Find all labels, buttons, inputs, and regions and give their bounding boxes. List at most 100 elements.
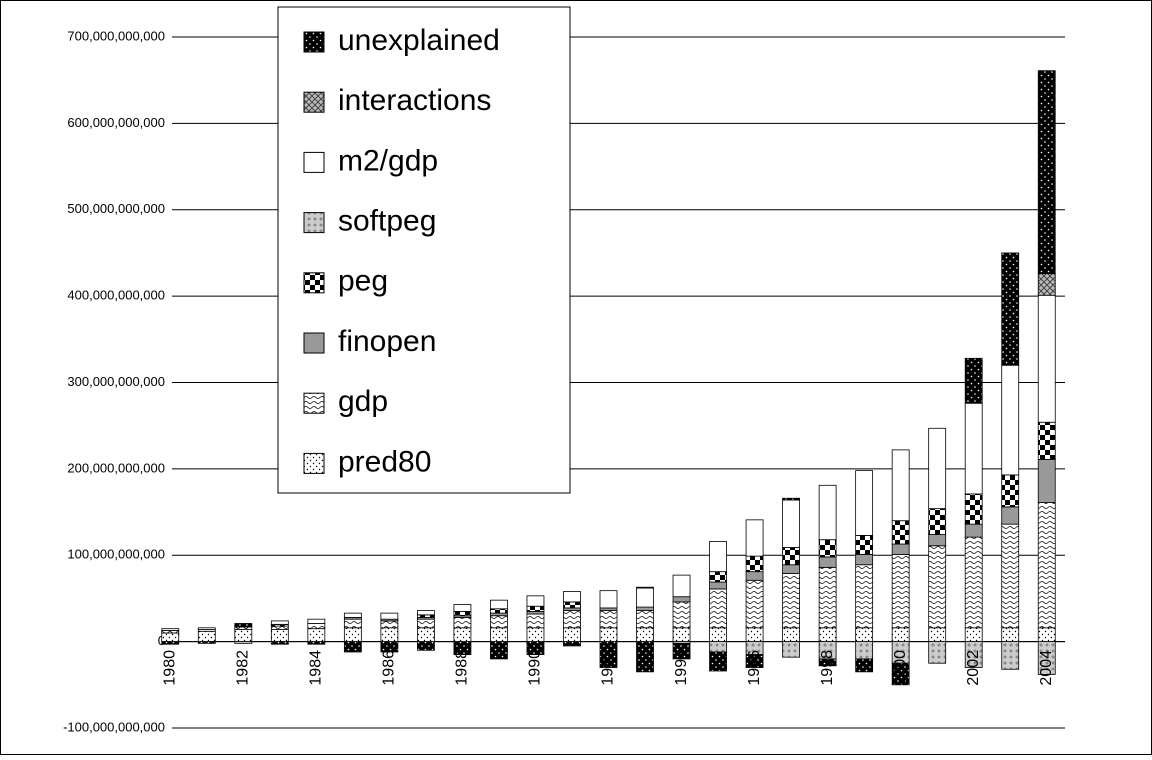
bar-segment [490,608,508,614]
bar-segment [818,658,837,667]
bar-segment [1001,641,1020,670]
bar-segment [197,630,216,643]
bar-segment [745,627,764,643]
bar-segment [964,641,983,668]
bar-segment [782,564,800,574]
bar-segment [490,641,508,660]
bar-segment [161,628,180,631]
bar-segment [270,641,289,645]
bar-segment [636,610,654,629]
bar-segment [343,641,362,653]
bar-segment [855,658,874,673]
legend-label: peg [338,265,388,298]
bar-segment [928,508,947,535]
bar-segment [891,553,910,629]
bar-segment [636,587,654,608]
bar-segment [380,620,399,629]
bar-segment [745,579,764,629]
bar-segment [709,588,727,629]
bar-segment [928,545,947,629]
bar-segment [709,641,727,653]
bar-segment [855,627,874,643]
legend-swatch [303,392,325,414]
bar-segment [636,586,654,589]
bar-segment [891,449,910,522]
bar-segment [490,627,508,643]
x-tick-label: 2000 [892,650,909,686]
bar-segment [380,612,399,620]
legend-label: unexplained [338,24,500,57]
bar-segment [526,613,545,629]
bar-segment [453,617,472,629]
bar-segment [453,641,472,655]
bar-segment [1037,627,1056,643]
y-tick-label: 500,000,000,000 [67,201,165,216]
x-tick-label: 2004 [1038,650,1055,686]
legend-swatch [303,212,325,234]
bar-segment [818,556,837,568]
bar-segment [709,581,727,590]
legend-label: m2/gdp [338,144,438,177]
bar-segment [234,623,253,627]
bar-segment [636,641,654,673]
bar-segment [709,541,727,573]
bar-segment [1001,474,1020,508]
bar-segment [563,591,581,603]
bar-segment [709,571,727,583]
bar-segment [380,627,399,643]
bar-segment [526,627,545,643]
bar-segment [672,601,691,629]
bar-segment [1001,523,1020,629]
bar-segment [1001,364,1020,476]
bar-segment [234,629,253,643]
bar-segment [1037,641,1056,675]
bar-segment [636,627,654,643]
bar-segment [672,627,691,643]
bar-segment [599,590,618,609]
legend: pred80 gdp finopen peg softpeg m2/gdp interact… [277,6,571,494]
bar-segment [782,547,800,566]
bar-segment [563,627,581,643]
bar-segment [855,641,874,660]
y-tick-label: 600,000,000,000 [67,115,165,130]
bar-segment [526,595,545,607]
bar-segment [964,402,983,495]
bar-segment [197,641,216,644]
bar-segment [416,641,435,651]
bar-segment [928,534,947,547]
y-tick-label: 100,000,000,000 [67,547,165,562]
bar-segment [270,629,289,643]
bar-segment [818,627,837,643]
bar-segment [490,599,508,610]
legend-label: interactions [338,84,491,117]
bar-segment [636,606,654,611]
bar-segment [1037,294,1056,423]
bar-segment [307,641,326,645]
bar-segment [672,596,691,603]
bar-segment [563,601,581,609]
bar-segment [563,641,581,647]
legend-swatch [303,332,325,354]
bar-segment [1037,70,1056,275]
bar-segment [343,612,362,618]
bar-segment [928,427,947,510]
bar-segment [234,641,253,644]
bar-segment [1001,627,1020,643]
bar-segment [161,632,180,643]
bar-segment [672,574,691,598]
bar-segment [343,618,362,629]
bar-segment [745,555,764,573]
bar-segment [855,470,874,536]
bar-segment [416,618,435,629]
legend-label: gdp [338,385,388,418]
y-tick-label: 200,000,000,000 [67,460,165,475]
bar-segment [782,641,800,658]
bar-segment [1037,421,1056,460]
bar-segment [818,539,837,558]
x-tick-label: 1998 [819,650,836,686]
bar-segment [709,627,727,643]
bar-segment [855,534,874,555]
bar-segment [416,610,435,616]
bar-segment [599,641,618,668]
